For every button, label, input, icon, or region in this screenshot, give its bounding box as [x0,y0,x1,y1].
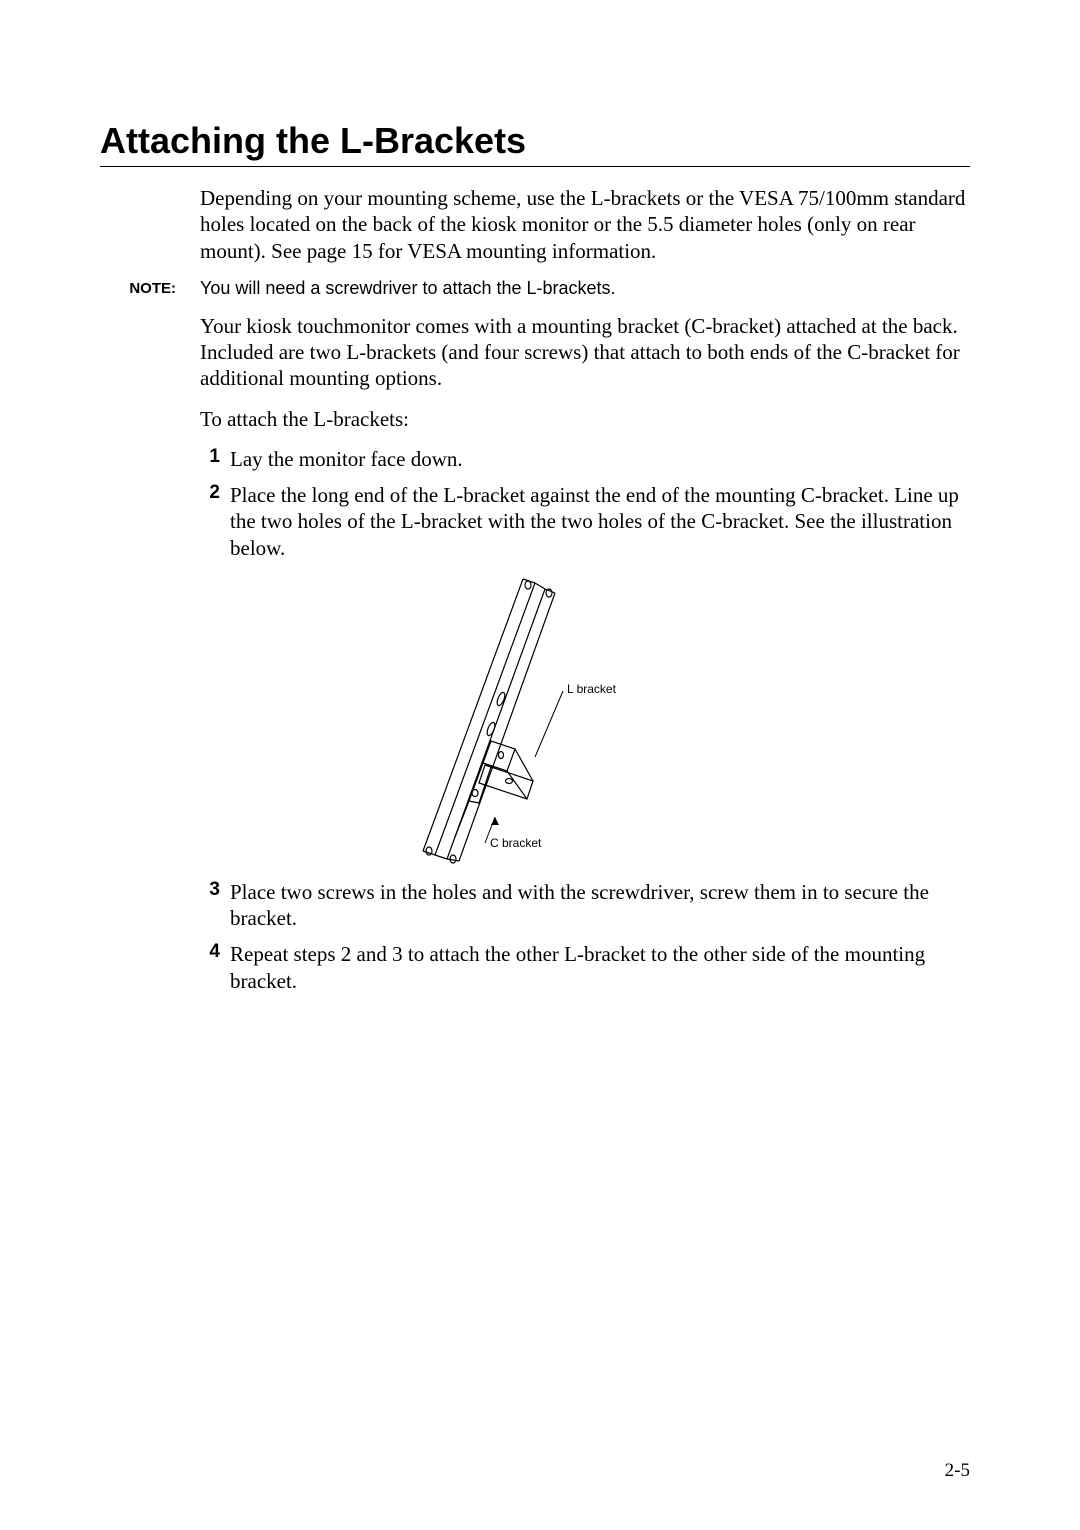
step-2: 2 Place the long end of the L-bracket ag… [200,482,970,561]
page-number: 2-5 [945,1460,970,1482]
intro-paragraph: Depending on your mounting scheme, use t… [200,185,970,264]
step-number: 2 [200,482,220,504]
step-text: Repeat steps 2 and 3 to attach the other… [230,941,970,994]
note-row: NOTE: You will need a screwdriver to att… [100,278,970,299]
note-text: You will need a screwdriver to attach th… [200,278,970,299]
lead-in-paragraph: To attach the L-brackets: [200,406,970,432]
description-paragraph: Your kiosk touchmonitor comes with a mou… [200,313,970,392]
l-bracket-label: L bracket [567,682,617,696]
bracket-svg: L bracket C bracket [395,571,675,871]
bracket-diagram: L bracket C bracket [100,571,970,871]
c-bracket-label: C bracket [490,836,542,850]
step-4: 4 Repeat steps 2 and 3 to attach the oth… [200,941,970,994]
step-1: 1 Lay the monitor face down. [200,446,970,472]
step-3: 3 Place two screws in the holes and with… [200,879,970,932]
step-text: Lay the monitor face down. [230,446,970,472]
step-number: 4 [200,941,220,963]
step-number: 3 [200,879,220,901]
step-text: Place the long end of the L-bracket agai… [230,482,970,561]
page-title: Attaching the L-Brackets [100,120,970,167]
note-label: NOTE: [100,278,200,297]
step-text: Place two screws in the holes and with t… [230,879,970,932]
step-number: 1 [200,446,220,468]
